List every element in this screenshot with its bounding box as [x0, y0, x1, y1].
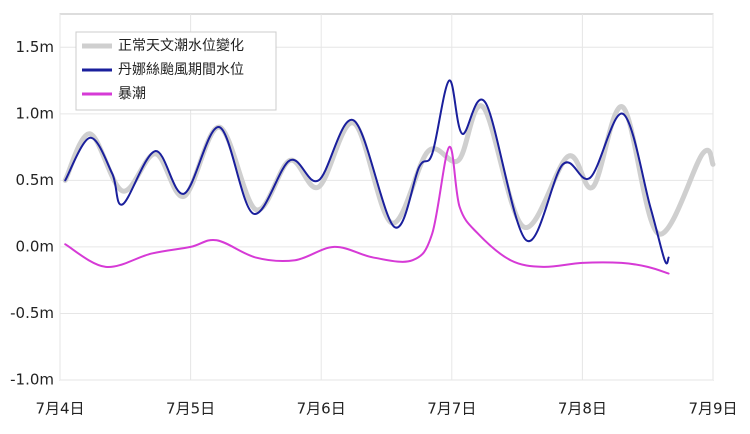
y-tick-label: -1.0m [10, 371, 54, 389]
data-line [64, 79, 670, 265]
x-tick-label: 7月9日 [688, 400, 737, 418]
y-tick-label: 1.5m [16, 38, 54, 56]
y-tick-label: 0.5m [16, 171, 54, 189]
x-tick-label: 7月7日 [427, 400, 476, 418]
legend-label: 丹娜絲颱風期間水位 [118, 62, 244, 78]
legend-label: 正常天文潮水位變化 [118, 38, 244, 54]
y-tick-label: 1.0m [16, 104, 54, 122]
data-line [62, 103, 716, 237]
x-tick-label: 7月6日 [297, 400, 346, 418]
y-tick-label: 0.0m [16, 237, 54, 255]
data-line [64, 146, 670, 275]
x-tick-label: 7月5日 [166, 400, 215, 418]
legend-label: 暴潮 [118, 86, 146, 102]
y-tick-label: -0.5m [10, 304, 54, 322]
x-tick-label: 7月4日 [35, 400, 84, 418]
x-tick-label: 7月8日 [558, 400, 607, 418]
